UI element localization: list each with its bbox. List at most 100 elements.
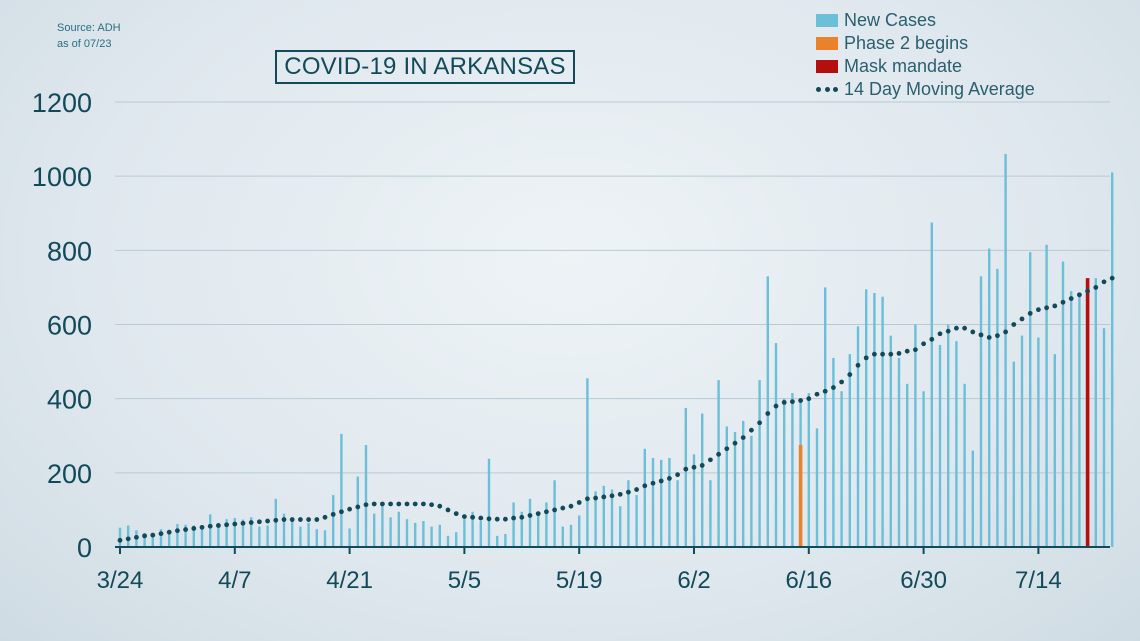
bar bbox=[455, 532, 458, 547]
bar bbox=[684, 407, 687, 547]
avg-point bbox=[995, 333, 1000, 339]
avg-point bbox=[765, 411, 771, 416]
bar bbox=[938, 344, 942, 547]
avg-point bbox=[954, 325, 959, 331]
avg-point bbox=[552, 507, 557, 513]
avg-point bbox=[847, 372, 853, 377]
avg-point bbox=[289, 517, 295, 522]
bar bbox=[848, 354, 851, 547]
avg-point bbox=[634, 487, 639, 492]
avg-point bbox=[667, 475, 672, 481]
avg-point bbox=[125, 536, 131, 542]
bar bbox=[627, 480, 630, 547]
avg-point bbox=[945, 328, 951, 334]
bar bbox=[1012, 361, 1015, 547]
bar bbox=[619, 506, 622, 547]
bar bbox=[168, 530, 171, 547]
x-tick-label: 6/30 bbox=[900, 567, 947, 594]
bar bbox=[323, 530, 327, 547]
bar bbox=[1070, 291, 1073, 547]
bar bbox=[397, 511, 400, 547]
bar bbox=[569, 524, 573, 547]
bar bbox=[446, 535, 450, 547]
bar bbox=[651, 458, 655, 547]
bar bbox=[717, 380, 720, 547]
y-tick-label: 1200 bbox=[32, 88, 92, 118]
x-tick-label: 5/5 bbox=[448, 567, 481, 594]
x-tick-label: 6/16 bbox=[785, 567, 832, 594]
x-tick-label: 4/7 bbox=[218, 567, 251, 594]
avg-point bbox=[757, 420, 762, 426]
avg-point bbox=[617, 491, 623, 497]
bar bbox=[225, 519, 228, 547]
bar bbox=[807, 393, 810, 547]
avg-point bbox=[904, 348, 910, 354]
bar bbox=[184, 524, 187, 547]
bar bbox=[709, 480, 712, 547]
avg-point bbox=[937, 331, 943, 337]
bar bbox=[528, 498, 532, 547]
avg-point bbox=[732, 440, 738, 446]
avg-point bbox=[560, 505, 566, 511]
bar bbox=[332, 495, 335, 547]
bar bbox=[496, 535, 499, 547]
avg-point bbox=[568, 503, 574, 509]
bar bbox=[274, 498, 277, 547]
bar bbox=[340, 433, 343, 547]
avg-point bbox=[166, 529, 172, 535]
bar bbox=[594, 491, 597, 547]
avg-point bbox=[388, 501, 393, 507]
bar bbox=[643, 448, 646, 547]
bar bbox=[1102, 328, 1106, 547]
avg-point bbox=[535, 511, 541, 517]
bar bbox=[291, 518, 294, 547]
bar bbox=[233, 518, 236, 547]
bar bbox=[635, 495, 638, 547]
avg-point bbox=[248, 520, 254, 525]
bar bbox=[307, 522, 310, 547]
avg-point bbox=[716, 451, 721, 457]
avg-point bbox=[134, 534, 139, 540]
bar bbox=[258, 526, 261, 547]
bar bbox=[356, 476, 359, 547]
avg-point bbox=[921, 341, 926, 347]
avg-point bbox=[478, 515, 484, 521]
avg-point bbox=[1019, 316, 1025, 322]
bar bbox=[299, 526, 302, 547]
avg-point bbox=[585, 496, 590, 502]
bar bbox=[348, 528, 351, 547]
avg-point bbox=[306, 517, 311, 522]
bar bbox=[750, 435, 753, 547]
chart-title: COVID-19 IN ARKANSAS bbox=[275, 50, 575, 84]
avg-point bbox=[527, 513, 533, 518]
avg-point bbox=[683, 466, 689, 472]
legend-item-avg: 14 Day Moving Average bbox=[816, 78, 1035, 101]
legend-item-new-cases: New Cases bbox=[816, 9, 1035, 32]
avg-point bbox=[806, 396, 812, 402]
bar bbox=[217, 522, 220, 547]
date-line: as of 07/23 bbox=[57, 38, 112, 50]
avg-point bbox=[281, 517, 287, 522]
avg-point bbox=[872, 351, 877, 357]
bar bbox=[873, 292, 876, 547]
avg-point bbox=[855, 362, 861, 368]
bar bbox=[742, 420, 745, 547]
avg-point bbox=[207, 523, 213, 529]
avg-point bbox=[814, 391, 820, 397]
bar bbox=[463, 519, 466, 547]
bar bbox=[192, 525, 195, 547]
bar bbox=[578, 515, 581, 547]
x-tick-label: 7/14 bbox=[1015, 567, 1062, 594]
avg-point bbox=[150, 532, 156, 538]
source-line: Source: ADH bbox=[57, 22, 121, 34]
bar bbox=[1053, 354, 1056, 547]
avg-point bbox=[314, 517, 320, 522]
avg-point bbox=[978, 332, 984, 338]
bar bbox=[512, 502, 515, 547]
avg-point bbox=[1036, 307, 1041, 313]
avg-point bbox=[462, 514, 467, 519]
avg-point bbox=[437, 503, 443, 509]
avg-point bbox=[273, 517, 279, 523]
avg-point bbox=[470, 514, 475, 520]
